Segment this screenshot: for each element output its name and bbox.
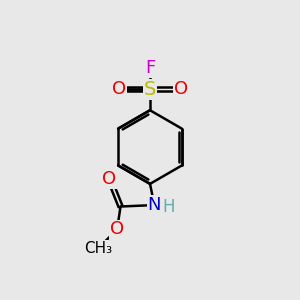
Text: CH₃: CH₃: [84, 241, 112, 256]
Text: F: F: [145, 59, 155, 77]
Text: O: O: [174, 80, 188, 98]
Text: O: O: [102, 170, 116, 188]
Text: O: O: [112, 80, 126, 98]
Text: O: O: [110, 220, 124, 238]
Text: H: H: [163, 197, 175, 215]
Text: S: S: [144, 80, 156, 98]
Text: N: N: [148, 196, 161, 214]
